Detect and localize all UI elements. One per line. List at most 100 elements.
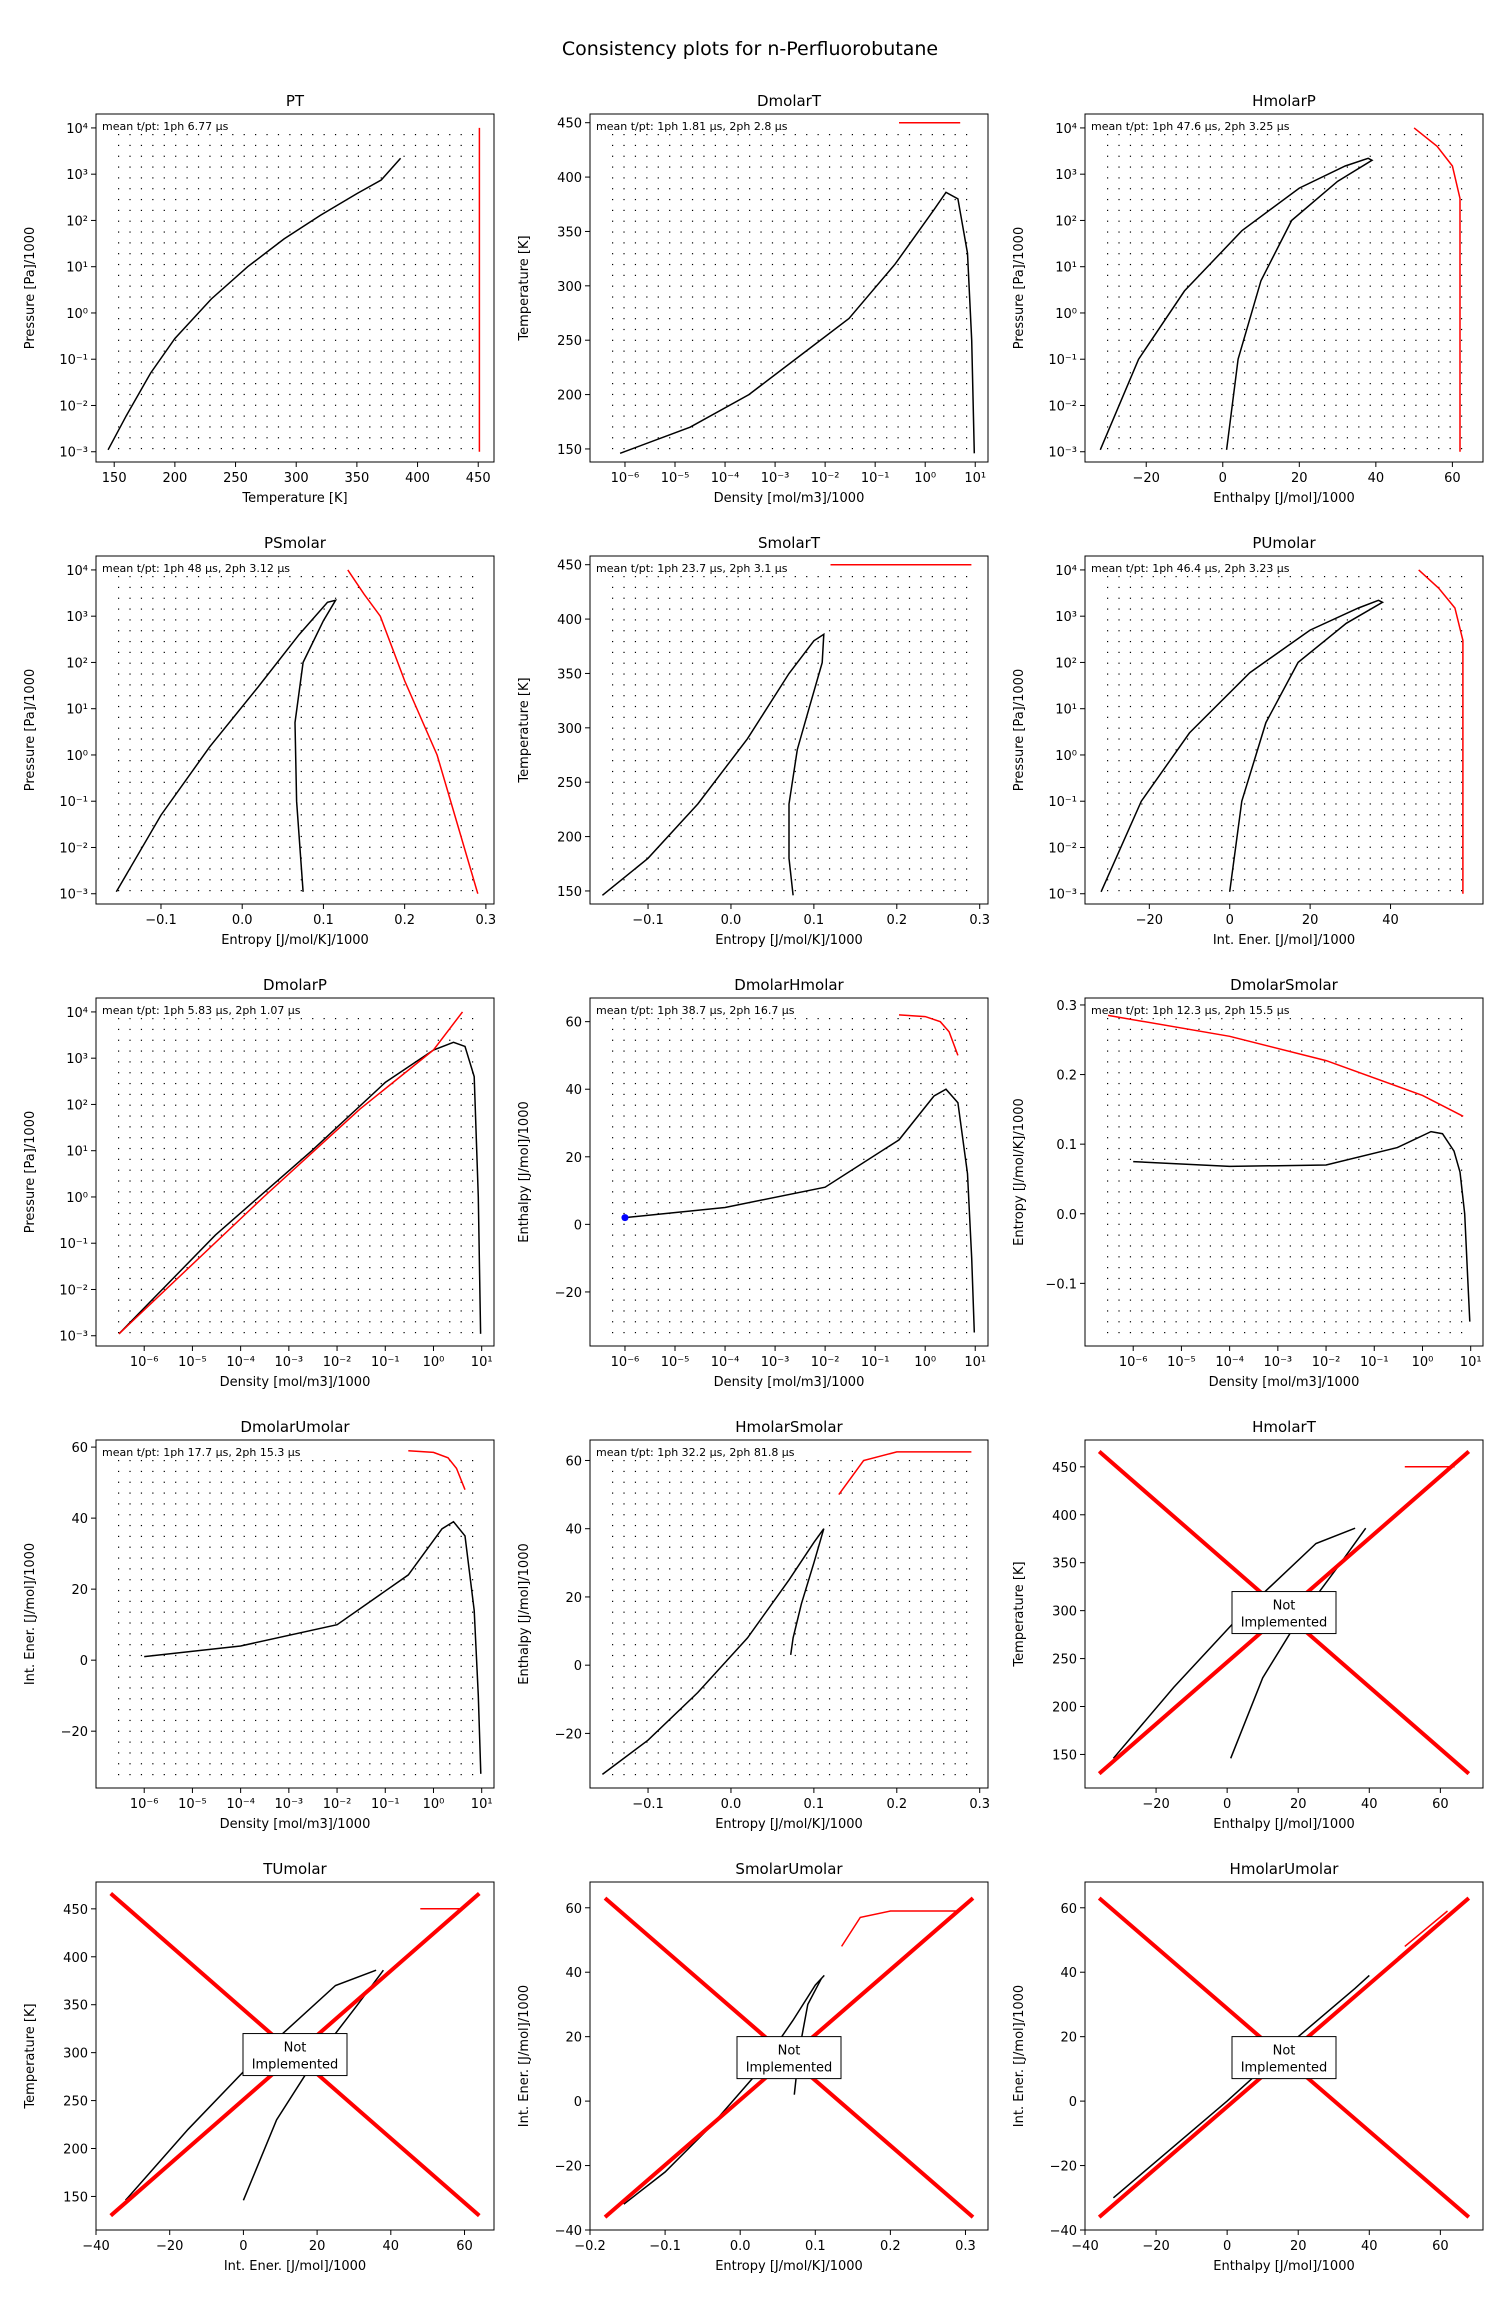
y-tick-label: 10⁻³	[1048, 446, 1077, 461]
state-point	[369, 597, 371, 599]
state-point	[186, 448, 188, 450]
state-point	[691, 868, 694, 870]
state-point	[129, 404, 131, 406]
state-point	[369, 209, 371, 211]
state-point	[737, 307, 739, 309]
state-point	[840, 803, 842, 805]
state-point	[771, 608, 774, 610]
state-point	[1232, 253, 1234, 255]
state-point	[449, 220, 451, 222]
state-point	[197, 673, 200, 675]
state-point	[1438, 415, 1440, 417]
state-point	[220, 328, 222, 331]
state-point	[886, 134, 888, 136]
state-point	[1312, 209, 1314, 211]
state-point	[623, 220, 625, 222]
state-point	[220, 134, 222, 136]
state-point	[1335, 155, 1337, 157]
state-point	[289, 253, 291, 255]
y-tick-label: 10⁻¹	[59, 353, 88, 368]
state-point	[392, 781, 394, 783]
state-point	[794, 781, 796, 783]
state-point	[323, 426, 325, 428]
state-point	[175, 253, 177, 255]
state-point	[954, 188, 956, 190]
state-point	[737, 144, 739, 147]
state-point	[691, 803, 694, 805]
state-point	[1118, 166, 1120, 168]
state-point	[703, 640, 705, 643]
state-point	[623, 393, 625, 396]
state-point	[714, 814, 716, 816]
state-point	[749, 727, 751, 729]
state-point	[209, 372, 211, 374]
state-point	[140, 393, 143, 396]
state-point	[1426, 144, 1428, 147]
state-point	[118, 781, 120, 783]
state-point	[897, 673, 899, 675]
state-point	[886, 890, 888, 892]
state-point	[1141, 404, 1143, 406]
state-point	[152, 263, 154, 266]
state-point	[380, 835, 382, 838]
state-point	[163, 825, 165, 827]
state-point	[209, 738, 211, 740]
state-point	[1301, 198, 1303, 201]
state-point	[175, 890, 177, 892]
state-point	[920, 166, 922, 168]
state-point	[140, 274, 143, 276]
state-point	[1415, 220, 1417, 222]
state-point	[920, 716, 922, 718]
state-point	[908, 426, 911, 428]
state-point	[1346, 285, 1349, 287]
state-point	[726, 318, 728, 320]
state-point	[357, 263, 360, 266]
state-point	[657, 673, 659, 675]
state-point	[1346, 318, 1349, 320]
state-point	[300, 437, 302, 439]
state-point	[357, 166, 360, 168]
state-point	[1346, 307, 1349, 309]
state-point	[1346, 166, 1349, 168]
state-point	[186, 619, 188, 621]
state-point	[806, 134, 808, 136]
state-point	[426, 705, 428, 708]
state-point	[966, 760, 968, 762]
state-point	[828, 803, 831, 805]
state-point	[623, 285, 625, 287]
state-point	[118, 770, 120, 773]
state-point	[886, 770, 888, 773]
state-point	[771, 684, 774, 686]
state-point	[1209, 144, 1211, 147]
state-point	[289, 716, 291, 718]
state-point	[966, 318, 968, 320]
state-point	[232, 166, 234, 168]
state-point	[737, 155, 739, 157]
state-point	[794, 814, 796, 816]
state-point	[646, 426, 648, 428]
state-point	[1107, 263, 1109, 266]
state-point	[346, 597, 348, 599]
state-point	[392, 328, 394, 331]
state-point	[931, 868, 933, 870]
state-point	[129, 825, 131, 827]
state-point	[908, 415, 911, 417]
state-point	[828, 662, 831, 664]
state-point	[437, 727, 439, 729]
state-point	[863, 242, 865, 244]
state-point	[346, 339, 348, 341]
state-point	[851, 781, 854, 783]
state-point	[255, 770, 257, 773]
state-point	[817, 198, 819, 201]
state-point	[277, 803, 280, 805]
state-point	[931, 576, 933, 578]
state-point	[129, 253, 131, 255]
state-point	[334, 792, 337, 794]
state-point	[1209, 188, 1211, 190]
state-point	[118, 727, 120, 729]
state-point	[414, 814, 417, 816]
state-point	[277, 426, 280, 428]
state-point	[817, 448, 819, 450]
state-point	[897, 144, 899, 147]
state-point	[920, 318, 922, 320]
